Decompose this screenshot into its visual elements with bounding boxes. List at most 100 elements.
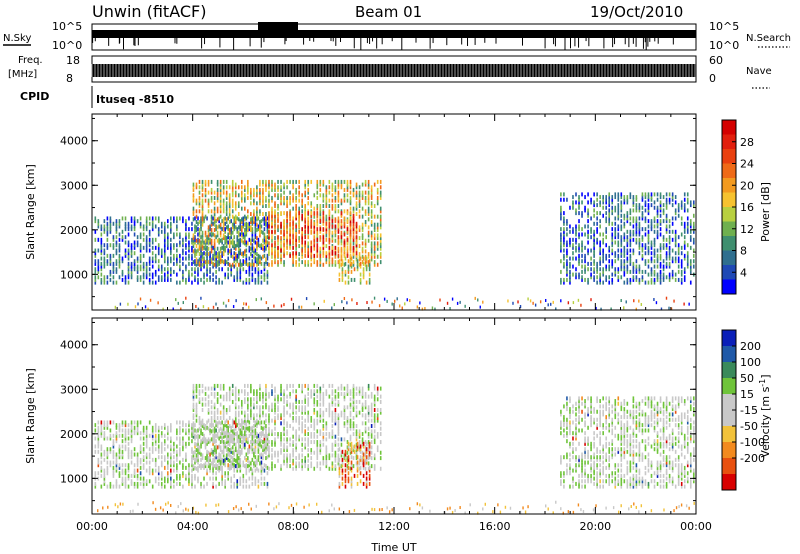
power-cell: [145, 243, 148, 248]
velocity-cell: [182, 444, 184, 449]
velocity-cell: [225, 391, 228, 396]
power-cell: [256, 190, 258, 195]
power-cell: [130, 261, 133, 266]
velocity-cell: [139, 481, 142, 486]
velocity-cell: [248, 428, 251, 433]
velocity-cell: [266, 481, 269, 486]
power-cell: [358, 209, 361, 214]
power-cell: [614, 208, 617, 213]
velocity-cell: [103, 468, 106, 473]
power-cell: [263, 264, 266, 269]
power-cell: [142, 224, 145, 229]
power-cell: [638, 277, 641, 282]
power-cell: [298, 229, 300, 234]
velocity-cell: [274, 426, 276, 431]
power-cell: [563, 219, 565, 224]
power-cell: [234, 257, 237, 262]
power-cell: [262, 193, 264, 198]
power-cell: [346, 219, 349, 224]
power-cell: [224, 259, 226, 264]
power-cell: [668, 192, 671, 197]
power-cell: [331, 198, 334, 203]
power-cell: [301, 260, 303, 265]
power-cell: [244, 238, 246, 243]
power-cell: [340, 241, 343, 246]
velocity-cell: [209, 439, 211, 444]
velocity-cell: [166, 479, 169, 484]
power-cell: [191, 227, 193, 232]
velocity-cell: [118, 455, 121, 460]
power-cell: [231, 203, 234, 208]
power-cell: [256, 257, 258, 262]
power-cell: [136, 259, 139, 264]
power-cell: [614, 221, 617, 226]
power-cell: [365, 264, 368, 269]
velocity-cell: [216, 410, 219, 415]
power-cell: [259, 230, 261, 235]
velocity-cell: [182, 423, 184, 428]
power-cell: [322, 179, 325, 184]
power-cell: [608, 248, 611, 253]
power-cell: [656, 224, 659, 229]
velocity-cell: [257, 455, 260, 460]
velocity-cell: [188, 473, 190, 478]
power-cell: [596, 229, 598, 234]
power-cell: [319, 203, 322, 208]
power-ground-cell: [610, 307, 612, 311]
power-cell: [611, 240, 614, 245]
velocity-cell: [212, 484, 214, 489]
velocity-cell: [127, 452, 130, 457]
velocity-cell: [160, 484, 163, 489]
power-cell: [286, 219, 288, 224]
velocity-cell: [115, 481, 118, 486]
power-cell: [346, 211, 349, 216]
power-cell: [173, 216, 175, 221]
velocity-cell: [227, 452, 229, 457]
velocity-cell: [185, 455, 187, 460]
power-cell: [683, 245, 686, 250]
power-cell: [379, 209, 382, 214]
power-ground-cell: [180, 307, 182, 311]
velocity-cell: [197, 476, 199, 481]
power-cell: [148, 261, 151, 266]
power-cell: [337, 193, 340, 198]
power-cell: [280, 224, 282, 229]
power-cell: [198, 190, 201, 195]
beam-title: Beam 01: [355, 3, 422, 21]
power-cell: [100, 261, 103, 266]
power-cell: [674, 208, 677, 213]
power-cell: [277, 245, 279, 250]
velocity-cell: [198, 434, 201, 439]
power-cell: [210, 257, 213, 262]
power-cell: [257, 237, 260, 242]
velocity-cell: [228, 448, 231, 453]
power-cell: [127, 251, 130, 256]
power-cell: [367, 230, 370, 235]
power-cell: [237, 193, 240, 198]
velocity-cell: [277, 432, 279, 437]
power-cell: [593, 232, 595, 237]
power-cell: [617, 277, 620, 282]
velocity-cell: [176, 473, 178, 478]
power-cell: [361, 233, 364, 238]
power-cell: [347, 275, 350, 280]
power-cell: [228, 230, 231, 235]
power-cell: [338, 277, 341, 282]
power-cell: [197, 232, 199, 237]
power-cell: [659, 277, 662, 282]
power-cell: [304, 235, 307, 240]
velocity-cell: [280, 464, 282, 469]
power-cell: [578, 197, 580, 202]
velocity-cell: [112, 468, 115, 473]
power-cell: [253, 246, 255, 251]
velocity-cell: [239, 439, 242, 444]
velocity-cell: [206, 481, 208, 486]
power-cell: [257, 256, 260, 261]
power-cell: [259, 225, 261, 230]
power-cell: [112, 275, 115, 280]
power-cell: [173, 245, 175, 250]
power-cell: [218, 216, 220, 221]
power-cell: [578, 261, 580, 266]
velocity-cell: [97, 433, 100, 438]
power-cell: [203, 272, 205, 277]
